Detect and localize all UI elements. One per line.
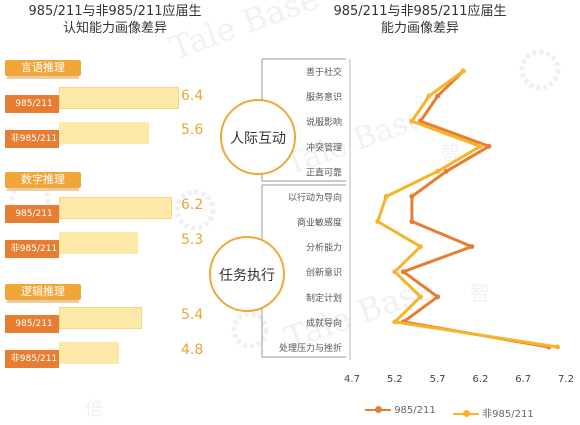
- bar-logical-985: [59, 307, 142, 329]
- data-point: [554, 344, 560, 350]
- data-point: [435, 294, 441, 300]
- left-title: 985/211与非985/211应届生 认知能力画像差异: [0, 3, 230, 37]
- data-point: [435, 93, 441, 99]
- legend-label-985: 985/211: [394, 405, 436, 416]
- series-layer: [375, 68, 560, 350]
- category-labels: 善于社交服务意识说服影响冲突管理正直可靠以行动为导向商业敏感度分析能力创新意识制…: [279, 66, 342, 354]
- value-logical-985: 5.4: [181, 307, 204, 323]
- data-point: [392, 269, 398, 275]
- category-label: 说服影响: [306, 116, 342, 128]
- svg-text:Tale Base: Tale Base: [281, 100, 430, 183]
- section-label-logical: 逻辑推理: [5, 284, 81, 303]
- x-tick-label: 6.7: [515, 374, 531, 385]
- category-label: 以行动为导向: [288, 191, 342, 203]
- category-label: 服务意识: [306, 91, 342, 103]
- legend-item-985: 985/211: [365, 405, 436, 416]
- data-point: [409, 118, 415, 124]
- right-title-line2: 能力画像差异: [380, 21, 459, 36]
- svg-text:倍: 倍: [85, 399, 103, 420]
- section-label-verbal: 言语推理: [5, 60, 81, 79]
- data-point: [469, 244, 475, 250]
- section-label-numerical: 数字推理: [5, 172, 81, 191]
- right-title-line1: 985/211与非985/211应届生: [333, 4, 507, 19]
- value-logical-non985: 4.8: [181, 342, 204, 358]
- tag-logical-non985: 非985/211: [5, 350, 59, 368]
- group-circle-task: [209, 236, 285, 312]
- category-label: 处理压力与挫折: [279, 342, 342, 354]
- category-label: 商业敏感度: [297, 217, 342, 229]
- tag-logical-985: 985/211: [5, 315, 59, 333]
- left-title-line2: 认知能力画像差异: [62, 21, 167, 36]
- bar-numerical-985: [59, 197, 172, 219]
- category-label: 创新意识: [306, 267, 342, 279]
- tag-verbal-985: 985/211: [5, 95, 59, 113]
- x-axis-ticks: 4.7 5.2 5.7 6.2 6.7 7.2: [344, 374, 574, 385]
- value-numerical-non985: 5.3: [181, 232, 204, 248]
- value-verbal-985: 6.4: [181, 88, 204, 104]
- svg-text:智: 智: [470, 281, 490, 305]
- tag-numerical-985: 985/211: [5, 205, 59, 223]
- data-point: [417, 244, 423, 250]
- bar-verbal-non985: [59, 122, 149, 144]
- data-point: [375, 219, 381, 225]
- category-label: 正直可靠: [306, 166, 342, 178]
- data-point: [409, 193, 415, 199]
- data-point: [400, 269, 406, 275]
- x-tick-label: 7.2: [558, 374, 574, 385]
- x-tick-label: 5.7: [430, 374, 446, 385]
- tag-verbal-non985: 非985/211: [5, 130, 59, 148]
- data-point: [477, 143, 483, 149]
- data-point: [486, 143, 492, 149]
- x-tick-label: 6.2: [472, 374, 488, 385]
- right-title: 985/211与非985/211应届生 能力画像差异: [300, 3, 540, 37]
- bar-numerical-non985: [59, 232, 138, 254]
- x-tick-label: 5.2: [387, 374, 403, 385]
- data-point: [460, 68, 466, 74]
- category-label: 制定计划: [306, 292, 342, 304]
- data-point: [435, 168, 441, 174]
- data-point: [426, 93, 432, 99]
- series-line-non985: [376, 69, 558, 349]
- data-point: [383, 193, 389, 199]
- value-numerical-985: 6.2: [181, 197, 204, 213]
- data-point: [443, 168, 449, 174]
- legend-swatch-non985: [453, 410, 479, 417]
- legend-swatch-985: [365, 406, 391, 413]
- group-circle-interpersonal: [220, 99, 296, 175]
- svg-text:智: 智: [440, 141, 460, 165]
- tag-numerical-non985: 非985/211: [5, 240, 59, 258]
- data-point: [417, 294, 423, 300]
- data-point: [392, 319, 398, 325]
- category-label: 冲突管理: [306, 141, 342, 153]
- value-verbal-non985: 5.6: [181, 122, 204, 138]
- group-label-task: 任务执行: [219, 268, 275, 284]
- legend-label-non985: 非985/211: [482, 409, 534, 420]
- category-label: 成就导向: [306, 317, 342, 329]
- x-tick-label: 4.7: [344, 374, 360, 385]
- group-label-interpersonal: 人际互动: [230, 131, 286, 147]
- left-title-line1: 985/211与非985/211应届生: [28, 4, 202, 19]
- legend-item-non985: 非985/211: [453, 405, 534, 420]
- bar-verbal-985: [59, 87, 179, 109]
- series-line-985: [401, 69, 550, 349]
- category-label: 善于社交: [306, 66, 342, 78]
- bar-logical-non985: [59, 342, 119, 364]
- category-label: 分析能力: [306, 242, 342, 254]
- data-point: [409, 219, 415, 225]
